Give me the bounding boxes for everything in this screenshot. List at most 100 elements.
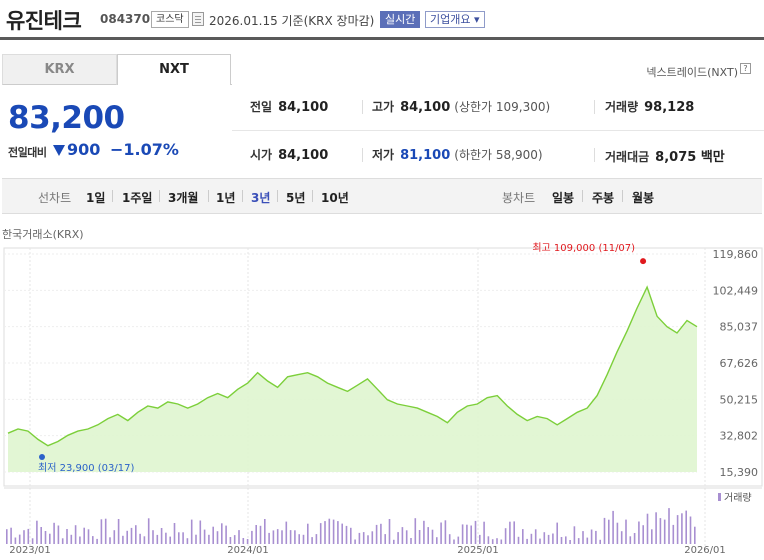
volume-bar bbox=[388, 519, 391, 544]
volume-bar bbox=[36, 520, 38, 544]
volume-bar bbox=[590, 529, 593, 544]
volume-bar bbox=[199, 520, 202, 544]
volume-bar bbox=[608, 519, 610, 544]
volume-bar bbox=[139, 533, 141, 544]
market-badge: 코스닥 bbox=[151, 11, 189, 28]
volume-bar bbox=[238, 530, 240, 544]
candle-monthly[interactable]: 월봉 bbox=[632, 191, 655, 205]
volume-bar bbox=[281, 530, 283, 544]
volume-bar bbox=[625, 519, 627, 544]
help-icon[interactable]: ? bbox=[740, 63, 751, 74]
period-1d[interactable]: 1일 bbox=[86, 191, 106, 205]
volume-bar bbox=[100, 519, 103, 544]
company-info-dropdown[interactable]: 기업개요 ▾ bbox=[425, 11, 485, 28]
volume-bar bbox=[577, 538, 580, 544]
candle-weekly[interactable]: 주봉 bbox=[592, 191, 615, 205]
volume-bar bbox=[113, 530, 116, 544]
candle-chart-label: 봉차트 bbox=[502, 191, 536, 205]
volume-bar bbox=[251, 530, 253, 544]
volume-bar bbox=[70, 534, 73, 544]
volume-bar bbox=[513, 521, 515, 544]
period-5y[interactable]: 5년 bbox=[286, 191, 306, 205]
volume-bar bbox=[117, 519, 120, 544]
volume-bar bbox=[479, 534, 481, 544]
volume-bar bbox=[44, 531, 47, 544]
document-icon[interactable] bbox=[192, 12, 204, 26]
volume-bar bbox=[350, 527, 352, 544]
volume-bar bbox=[496, 538, 498, 544]
stats-row-divider bbox=[232, 130, 764, 131]
volume-bar bbox=[130, 527, 133, 544]
volume-bar bbox=[595, 530, 597, 544]
period-1y[interactable]: 1년 bbox=[216, 191, 236, 205]
volume-bar bbox=[393, 539, 395, 544]
volume-bar bbox=[276, 529, 279, 544]
volume-bar bbox=[672, 524, 675, 544]
volume-bar bbox=[380, 523, 382, 544]
volume-bar bbox=[195, 534, 197, 544]
source-label: 한국거래소(KRX) bbox=[2, 228, 84, 241]
volume-bar bbox=[504, 528, 507, 544]
volume-bar bbox=[483, 521, 485, 544]
volume-bar bbox=[427, 527, 429, 544]
volume-bar bbox=[307, 523, 309, 544]
volume-bar bbox=[668, 508, 670, 544]
stat-low: 저가 81,100 (하한가 58,900) bbox=[372, 148, 543, 163]
volume-bar bbox=[560, 537, 563, 544]
volume-bar bbox=[685, 510, 687, 544]
volume-bar bbox=[311, 537, 313, 544]
stock-header: 유진테크 084370 코스닥 2026.01.15 기준(KRX 장마감) 실… bbox=[0, 0, 764, 40]
volume-bar bbox=[491, 539, 494, 544]
volume-bar bbox=[246, 539, 249, 544]
volume-bar bbox=[122, 535, 124, 544]
stat-volume: 거래량 98,128 bbox=[605, 100, 695, 115]
price-chart[interactable]: 119,860 102,449 85,037 67,626 50,215 32,802 15… bbox=[0, 240, 764, 560]
volume-bar bbox=[27, 528, 30, 544]
tab-nxt[interactable]: NXT bbox=[117, 54, 231, 85]
volume-bar bbox=[603, 517, 606, 544]
line-chart-label: 선차트 bbox=[38, 191, 72, 205]
volume-bar bbox=[208, 534, 210, 544]
volume-bar bbox=[573, 526, 576, 544]
volume-bar bbox=[332, 519, 335, 544]
volume-bar bbox=[440, 522, 442, 544]
volume-bar bbox=[565, 536, 567, 544]
volume-bar bbox=[49, 533, 51, 544]
tab-krx[interactable]: KRX bbox=[2, 54, 117, 85]
y-tick-label: 32,802 bbox=[720, 430, 759, 443]
volume-bar bbox=[18, 534, 21, 544]
volume-bar bbox=[66, 529, 68, 544]
volume-bar bbox=[104, 518, 107, 544]
volume-bar bbox=[328, 518, 331, 544]
volume-bar bbox=[178, 532, 180, 544]
volume-bar bbox=[324, 521, 326, 544]
volume-bar bbox=[165, 532, 167, 544]
volume-bar bbox=[522, 529, 524, 544]
y-tick-label: 50,215 bbox=[720, 393, 759, 406]
volume-bar bbox=[61, 538, 64, 544]
period-1w[interactable]: 1주일 bbox=[122, 191, 153, 205]
volume-bar bbox=[212, 526, 214, 544]
period-3y[interactable]: 3년 bbox=[251, 191, 271, 205]
realtime-button[interactable]: 실시간 bbox=[380, 11, 421, 28]
volume-bar bbox=[268, 532, 270, 544]
volume-bar bbox=[272, 530, 275, 544]
volume-bar bbox=[341, 523, 343, 544]
change-value: 900 bbox=[67, 140, 101, 159]
volume-bar bbox=[264, 519, 266, 544]
volume-bar bbox=[31, 538, 34, 544]
period-3m[interactable]: 3개월 bbox=[168, 191, 199, 205]
volume-bar bbox=[418, 530, 421, 544]
volume-bar bbox=[40, 527, 42, 544]
change-percent: −1.07% bbox=[110, 140, 179, 159]
period-10y[interactable]: 10년 bbox=[321, 191, 349, 205]
volume-bar bbox=[547, 534, 550, 544]
candle-daily[interactable]: 일봉 bbox=[552, 191, 575, 205]
stat-open: 시가 84,100 bbox=[250, 148, 329, 163]
price-area bbox=[8, 287, 697, 472]
volume-bar bbox=[659, 518, 662, 544]
volume-bar bbox=[375, 524, 378, 544]
y-tick-label: 85,037 bbox=[720, 321, 759, 334]
volume-bar bbox=[556, 522, 558, 544]
volume-bar bbox=[620, 531, 623, 544]
